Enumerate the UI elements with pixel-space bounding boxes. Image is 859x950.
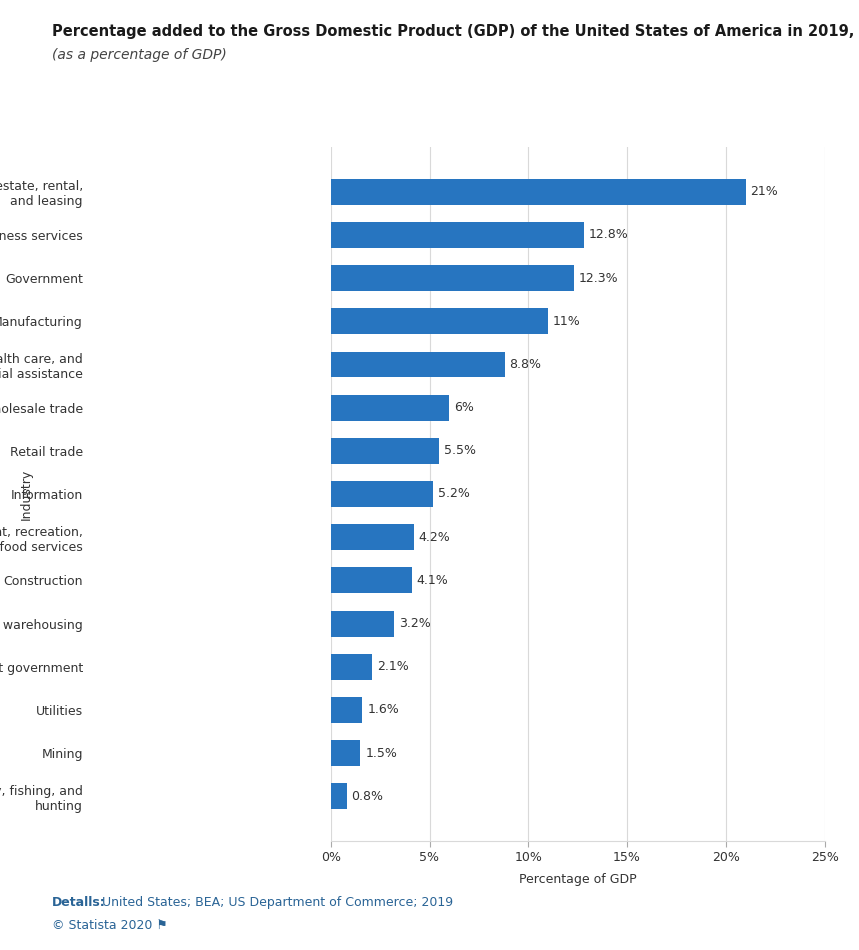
- Bar: [331, 222, 583, 248]
- Text: 5.5%: 5.5%: [444, 445, 477, 457]
- Bar: [331, 784, 346, 809]
- Text: 2.1%: 2.1%: [377, 660, 409, 674]
- Text: Percentage added to the Gross Domestic Product (GDP) of the United States of Ame: Percentage added to the Gross Domestic P…: [52, 24, 859, 39]
- Text: Industry: Industry: [19, 468, 33, 520]
- Text: 11%: 11%: [553, 314, 581, 328]
- Text: (as a percentage of GDP): (as a percentage of GDP): [52, 48, 226, 62]
- Bar: [331, 654, 372, 679]
- Bar: [331, 481, 434, 507]
- X-axis label: Percentage of GDP: Percentage of GDP: [519, 872, 637, 885]
- Text: 3.2%: 3.2%: [399, 618, 430, 630]
- Text: 0.8%: 0.8%: [351, 789, 383, 803]
- Bar: [331, 697, 362, 723]
- Text: © Statista 2020 ⚑: © Statista 2020 ⚑: [52, 919, 168, 932]
- Text: 1.5%: 1.5%: [365, 747, 397, 760]
- Text: 21%: 21%: [751, 185, 778, 199]
- Bar: [331, 740, 361, 766]
- Bar: [331, 394, 449, 421]
- Text: 12.3%: 12.3%: [579, 272, 618, 285]
- Bar: [331, 438, 440, 464]
- Bar: [331, 524, 414, 550]
- Bar: [331, 611, 394, 636]
- Text: United States; BEA; US Department of Commerce; 2019: United States; BEA; US Department of Com…: [98, 896, 453, 909]
- Text: 4.1%: 4.1%: [417, 574, 448, 587]
- Text: 4.2%: 4.2%: [418, 531, 450, 543]
- Bar: [331, 179, 746, 204]
- Bar: [331, 352, 504, 377]
- Text: 12.8%: 12.8%: [588, 228, 628, 241]
- Text: 6%: 6%: [454, 401, 474, 414]
- Text: Detalls:: Detalls:: [52, 896, 106, 909]
- Bar: [331, 309, 548, 334]
- Text: 5.2%: 5.2%: [438, 487, 470, 501]
- Bar: [331, 567, 411, 594]
- Text: 8.8%: 8.8%: [509, 358, 541, 370]
- Text: 1.6%: 1.6%: [368, 703, 399, 716]
- Bar: [331, 265, 574, 291]
